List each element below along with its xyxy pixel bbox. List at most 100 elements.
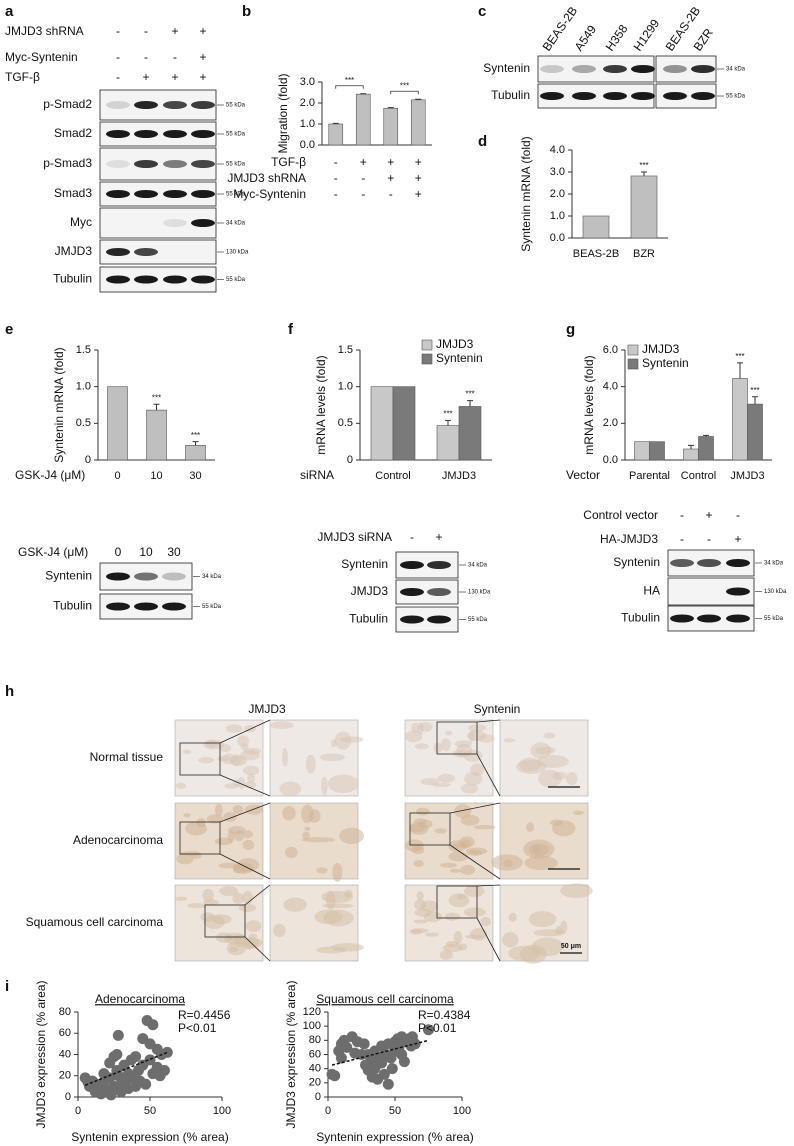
panel-label: i <box>5 978 9 995</box>
kda-label: 34 kDa <box>202 574 222 580</box>
blot-band <box>670 614 694 623</box>
condition-mark: - <box>334 171 338 185</box>
blot-band <box>134 130 158 138</box>
tissue-texture <box>454 740 473 748</box>
zoom-box <box>204 904 246 938</box>
blot-band <box>134 190 158 198</box>
condition-label: JMJD3 shRNA <box>5 24 84 38</box>
y-tick-label: 60 <box>59 1027 71 1039</box>
scatter-point <box>382 1078 394 1090</box>
trend-line <box>331 1039 429 1066</box>
condition-mark: - <box>389 187 393 201</box>
blot-band <box>697 614 721 623</box>
blot-row-label: Myc <box>70 215 92 229</box>
blot-band <box>540 92 564 100</box>
tissue-texture <box>508 912 517 922</box>
x-axis-title: siRNA <box>300 468 334 482</box>
blot-band <box>572 65 596 73</box>
tissue-texture <box>279 781 302 797</box>
bar <box>370 386 394 461</box>
blot-band <box>191 160 215 168</box>
condition-mark: - <box>334 187 338 201</box>
y-tick-label: 100 <box>303 1020 321 1032</box>
bar <box>328 123 344 146</box>
column-title: Syntenin <box>474 702 521 716</box>
blot-row-label: Syntenin <box>341 557 388 571</box>
x-tick-label: 50 <box>389 1105 401 1117</box>
tissue-texture <box>332 862 343 882</box>
significance-bracket <box>335 85 364 89</box>
scatter-point <box>112 1029 124 1041</box>
tissue-texture <box>416 891 424 901</box>
blot-row-label: p-Smad2 <box>43 97 92 111</box>
x-tick-label: Control <box>375 470 410 482</box>
blot-band <box>191 101 215 109</box>
condition-mark: - <box>680 532 684 546</box>
blot-band <box>697 559 721 567</box>
blot-row-label: JMJD3 <box>55 244 93 258</box>
condition-label: Control vector <box>583 508 658 522</box>
x-tick-label: 10 <box>150 470 162 482</box>
tissue-texture <box>243 765 260 776</box>
condition-mark: - <box>334 155 338 169</box>
tissue-texture <box>331 943 364 952</box>
blot-band <box>134 275 158 284</box>
tissue-texture <box>321 776 328 796</box>
condition-label: HA-JMJD3 <box>600 532 658 546</box>
blot-band <box>163 219 187 227</box>
annotation: R=0.4456 <box>178 1008 231 1022</box>
blot-band <box>106 572 130 581</box>
blot-row-label: Smad2 <box>54 126 92 140</box>
legend-swatch <box>627 358 639 370</box>
bar <box>634 441 650 461</box>
y-tick-label: 0.0 <box>550 232 565 244</box>
blot-band <box>726 587 750 596</box>
y-tick-label: 3.0 <box>300 76 315 88</box>
x-tick-label: 100 <box>453 1105 471 1117</box>
scatter-point <box>423 1024 434 1036</box>
tissue-texture <box>508 945 541 962</box>
y-axis-title: mRNA levels (fold) <box>582 355 596 454</box>
scatter-point <box>376 1057 388 1069</box>
y-tick-label: 4.0 <box>550 144 565 156</box>
tissue-texture <box>413 859 424 867</box>
tissue-texture <box>425 932 439 937</box>
significance-label: *** <box>750 386 759 395</box>
tissue-texture <box>531 937 564 957</box>
blot-band <box>726 559 750 567</box>
tissue-texture <box>433 742 443 753</box>
significance-bracket <box>390 90 419 95</box>
significance-label: *** <box>465 390 474 399</box>
lane-label: H358 <box>603 22 631 54</box>
condition-label: Myc-Syntenin <box>5 50 78 64</box>
blot-band <box>191 275 215 284</box>
scatter-point <box>161 1046 173 1058</box>
scatter-point <box>329 1070 341 1082</box>
error-bar <box>415 98 422 100</box>
tissue-texture <box>240 743 249 751</box>
error-bar <box>445 419 451 426</box>
blot-band <box>427 615 451 624</box>
significance-label: *** <box>191 431 200 440</box>
condition-mark: + <box>199 50 206 64</box>
significance-label: *** <box>345 76 354 85</box>
y-axis-title: mRNA levels (fold) <box>314 355 328 454</box>
y-tick-label: 1.5 <box>338 344 353 356</box>
tissue-texture <box>325 890 336 910</box>
tissue-texture <box>516 759 547 774</box>
x-tick-label: Parental <box>629 470 670 482</box>
bar <box>146 409 167 461</box>
blot-row-label: p-Smad3 <box>43 156 92 170</box>
kda-label: 130 kDa <box>764 589 787 595</box>
y-axis-title: Syntenin mRNA (fold) <box>52 347 66 462</box>
tissue-texture <box>316 867 328 874</box>
blot-band <box>691 65 715 73</box>
y-tick-label: 1.5 <box>76 344 91 356</box>
blot-band <box>106 602 130 611</box>
condition-mark: - <box>361 187 365 201</box>
row-label: Adenocarcinoma <box>73 833 163 847</box>
y-tick-label: 0.5 <box>338 417 353 429</box>
blot-band <box>427 561 451 569</box>
tissue-texture <box>281 747 289 767</box>
blot-row-label: Tubulin <box>621 611 660 625</box>
